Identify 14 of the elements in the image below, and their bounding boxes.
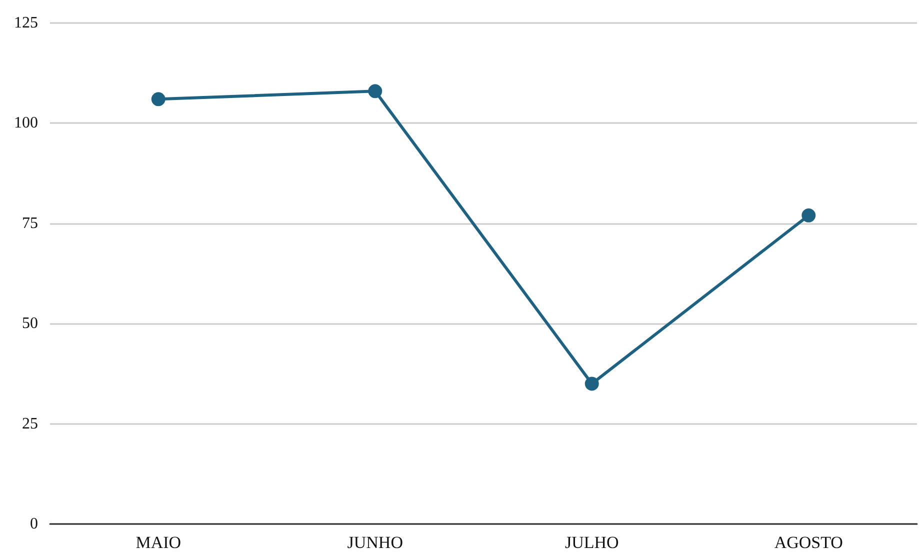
y-tick-label: 125 (14, 14, 38, 32)
x-tick-label: JUNHO (347, 533, 403, 552)
point (584, 376, 599, 391)
y-tick-label: 0 (30, 516, 38, 532)
point (151, 92, 166, 106)
y-tick-label: 50 (22, 315, 38, 332)
y-tick-label: 75 (22, 214, 38, 232)
x-tick-label: JULHO (564, 533, 619, 552)
point (802, 208, 816, 222)
x-tick-label: AGOSTO (774, 533, 843, 552)
y-tick-label: 100 (14, 114, 38, 132)
x-tick-label: MAIO (136, 533, 182, 552)
point (368, 84, 382, 98)
y-tick-label: 25 (22, 415, 38, 432)
